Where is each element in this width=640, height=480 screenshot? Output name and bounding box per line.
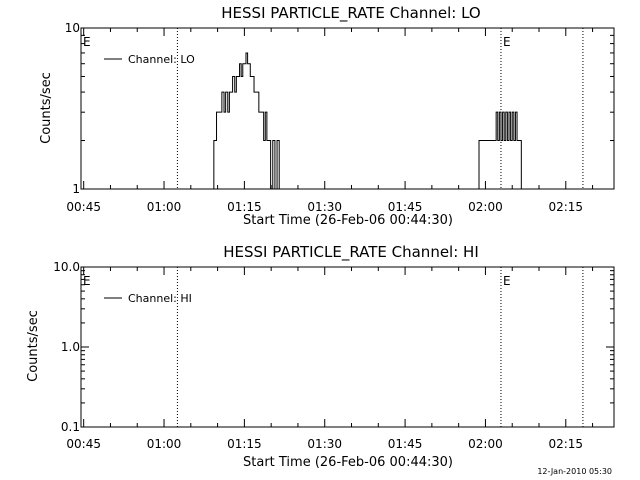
x-tick-label: 01:30 — [307, 437, 342, 451]
x-tick-label: 01:30 — [307, 200, 342, 214]
legend-entry-hi: Channel: HI — [128, 292, 192, 305]
legend-entry-lo: Channel: LO — [128, 53, 195, 66]
x-tick-label: 01:00 — [147, 437, 182, 451]
event-marker: E — [503, 274, 511, 288]
ticks-hi: 00:45 01:00 01:15 01:30 01:45 02:00 02:15 0.1 1.… — [53, 260, 614, 451]
plot-frame-hi — [80, 266, 615, 428]
event-marker: E — [83, 35, 91, 49]
x-tick-label: 00:45 — [66, 200, 101, 214]
panel-lo: HESSI PARTICLE_RATE Channel: LO 00:45 01:… — [39, 4, 615, 228]
y-axis-label-hi: Counts/sec — [26, 310, 41, 382]
y-tick-label: 1.0 — [61, 340, 80, 354]
x-tick-label: 01:00 — [147, 200, 182, 214]
event-marker: E — [83, 274, 91, 288]
y-axis-label-lo: Counts/sec — [39, 72, 54, 144]
chart-title-lo: HESSI PARTICLE_RATE Channel: LO — [221, 4, 480, 23]
chart-title-hi: HESSI PARTICLE_RATE Channel: HI — [223, 243, 479, 262]
y-tick-label: 0.1 — [61, 420, 80, 434]
y-tick-label: 10 — [65, 21, 80, 35]
x-tick-label: 01:45 — [388, 437, 423, 451]
x-tick-label: 00:45 — [66, 437, 101, 451]
x-tick-label: 02:15 — [548, 200, 583, 214]
x-tick-label: 01:15 — [227, 200, 262, 214]
x-tick-label: 02:00 — [468, 200, 503, 214]
series-line — [210, 52, 283, 190]
x-tick-label: 02:00 — [468, 437, 503, 451]
x-tick-label: 01:45 — [388, 200, 423, 214]
y-tick-label: 10.0 — [53, 260, 80, 274]
x-tick-label: 01:15 — [227, 437, 262, 451]
footer-timestamp: 12-Jan-2010 05:30 — [537, 467, 612, 476]
panel-hi: HESSI PARTICLE_RATE Channel: HI 00:45 01:… — [26, 243, 615, 470]
y-tick-label: 1 — [72, 182, 80, 196]
series-line — [475, 111, 525, 190]
plot-frame-lo — [80, 27, 615, 190]
series-lo — [210, 52, 525, 190]
x-axis-label-hi: Start Time (26-Feb-06 00:44:30) — [243, 455, 453, 470]
ticks-lo: 00:45 01:00 01:15 01:30 01:45 02:00 02:15 1 10 — [65, 21, 614, 214]
event-marker: E — [503, 35, 511, 49]
x-tick-label: 02:15 — [548, 437, 583, 451]
x-axis-label-lo: Start Time (26-Feb-06 00:44:30) — [243, 213, 453, 228]
